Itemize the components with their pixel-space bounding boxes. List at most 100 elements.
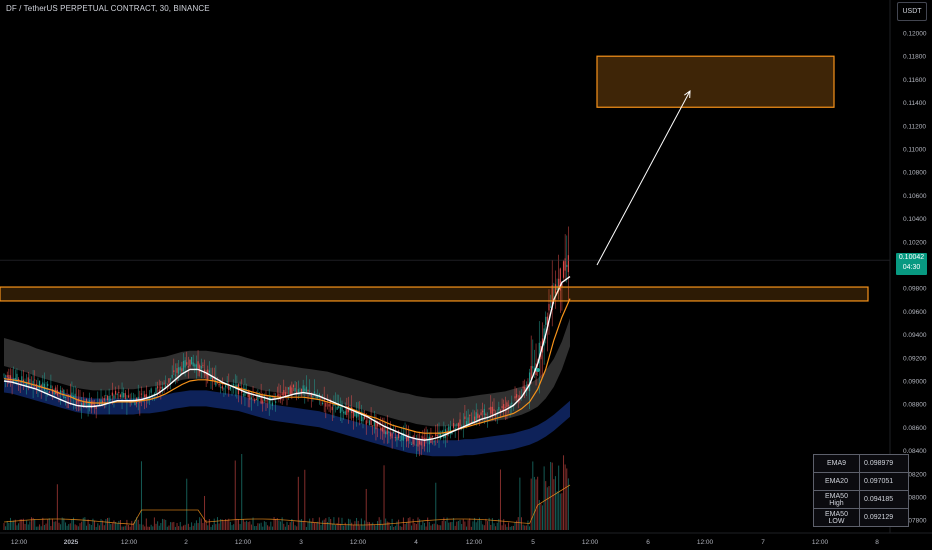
volume-bar [155,523,157,530]
candle-body [27,377,29,384]
volume-bar [73,517,75,530]
candle-body [370,418,372,425]
volume-bar [35,526,37,530]
candle-body [268,396,270,404]
volume-bar [524,525,526,530]
candle-body [554,284,557,294]
volume-bar [427,517,429,530]
candle-body [155,387,157,393]
volume-bar [126,519,128,530]
price-tick-label: 0.10400 [903,216,927,223]
candle-body [381,427,384,432]
volume-bar [24,523,26,530]
candle-body [462,424,464,426]
candle-body [396,436,398,441]
candle-body [273,396,275,400]
candle-body [472,421,474,424]
candle-body [247,391,249,398]
volume-bar [459,519,461,530]
price-tick-label: 0.09000 [903,379,927,386]
volume-bar [409,517,411,530]
volume-bar [440,525,442,530]
candle-body [286,392,288,394]
volume-bar [123,526,125,530]
volume-bar [262,526,264,530]
volume-bar [323,519,325,530]
time-tick-label: 6 [646,539,650,546]
volume-bar [394,525,396,530]
volume-bar [540,503,542,530]
price-tick-label: 0.09400 [903,332,927,339]
candle-body [412,436,414,445]
volume-bar [26,520,28,530]
candle-body [229,386,231,390]
price-tick-label: 0.08200 [903,471,927,478]
candle-body [161,386,164,391]
volume-bar [546,487,548,530]
signal-dot [536,368,540,372]
candle-body [50,385,52,389]
candle-body [145,394,147,399]
price-tick-label: 0.11000 [903,147,926,154]
volume-bar [567,478,569,530]
volume-bar [425,526,427,530]
volume-bar [453,517,455,530]
volume-bar [433,523,435,530]
ema-values-table: EMA9 0.098979 EMA20 0.097051 EMA50 High … [813,454,909,527]
volume-bar [242,519,244,530]
candle-body [121,391,123,398]
volume-bar [170,522,172,530]
candle-body [391,433,393,439]
zones[interactable] [0,55,890,302]
candle-body [483,408,485,416]
volume-bar [186,478,188,530]
volume-bar [116,523,118,530]
candle-body [538,342,540,364]
volume-bar [354,521,356,530]
volume-bar [331,523,333,530]
currency-button[interactable]: USDT [897,2,927,21]
time-axis[interactable]: 12:00 2025 12:00 2 12:00 3 12:00 4 12:00 5 12:00 6 1… [0,532,932,546]
candle-body [343,411,345,414]
volume-bar [30,517,32,530]
volume-bar [39,524,41,530]
volume-bar [184,524,186,530]
volume-bar [140,461,142,530]
volume-bar [139,524,141,530]
candle-body [189,359,191,367]
volume-bar [60,524,62,530]
volume-bar [273,517,275,530]
volume-bar [286,521,288,530]
volume-bar [480,520,482,530]
volume-bar [373,524,375,530]
volume-bar [48,518,50,530]
candle-body [362,416,364,422]
candle-body [8,374,10,382]
volume-bar [82,517,84,530]
candle-body [341,403,343,412]
volume-bar [234,460,236,530]
volume-bar [446,517,448,530]
candle-body [84,402,86,407]
candlesticks [3,226,569,457]
volume-bar [189,526,191,530]
volume-bar [398,519,400,530]
candle-body [233,383,235,386]
volume-bar [415,524,417,530]
volume-bar [105,519,107,530]
ema-row: EMA20 0.097051 [813,472,909,491]
candle-body [103,398,105,401]
candle-body [397,431,400,439]
candle-body [368,420,371,425]
volume-bar [27,524,29,530]
candle-body [302,385,304,393]
volume-bar [144,526,146,530]
volume-bar [213,518,215,530]
candle-body [90,401,92,409]
volume-bar [32,517,34,530]
candle-body [192,362,194,366]
candle-body [546,316,548,331]
volume-bar [150,524,152,530]
volume-bar [132,523,134,530]
